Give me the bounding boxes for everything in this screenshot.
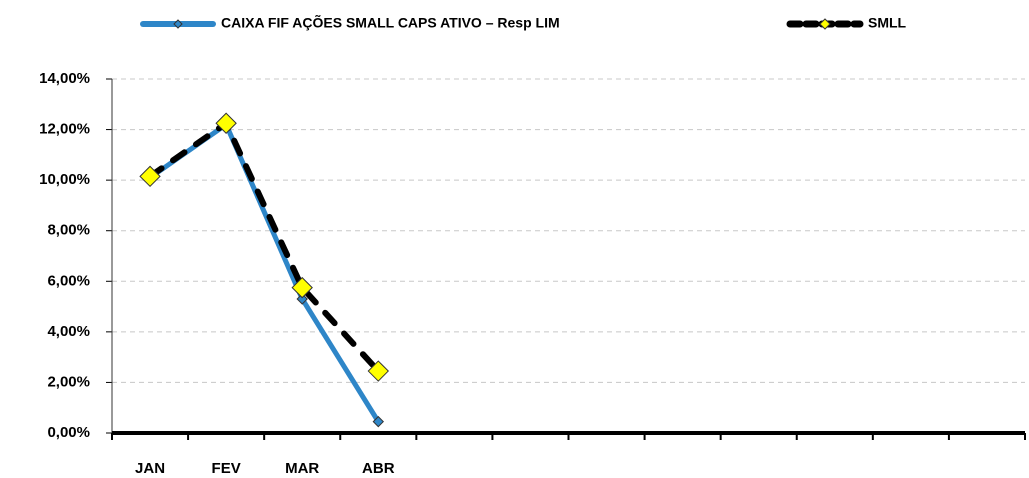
x-tick-label: MAR bbox=[285, 460, 319, 477]
x-tick-label: JAN bbox=[135, 460, 165, 477]
y-tick-label: 14,00% bbox=[39, 70, 90, 87]
legend-marker bbox=[173, 19, 183, 29]
legend-marker bbox=[819, 18, 831, 30]
legend-text: CAIXA FIF AÇÕES SMALL CAPS ATIVO – Resp … bbox=[221, 14, 560, 31]
point-marker bbox=[367, 360, 389, 382]
y-tick-label: 0,00% bbox=[47, 424, 90, 441]
series-line bbox=[147, 122, 381, 425]
point-marker bbox=[215, 112, 237, 134]
point-marker bbox=[372, 415, 384, 428]
point-marker bbox=[291, 276, 313, 299]
point-marker bbox=[139, 165, 161, 188]
point-marker bbox=[296, 293, 308, 305]
y-tick-label: 10,00% bbox=[39, 171, 90, 188]
y-tick-label: 2,00% bbox=[47, 373, 90, 390]
series-line bbox=[147, 120, 382, 375]
y-tick-label: 4,00% bbox=[47, 323, 90, 340]
x-tick-label: ABR bbox=[362, 460, 395, 477]
x-tick-label: FEV bbox=[212, 460, 241, 477]
legend-text: SMLL bbox=[868, 15, 907, 31]
y-tick-label: 6,00% bbox=[47, 272, 90, 289]
y-tick-label: 8,00% bbox=[47, 222, 90, 239]
y-tick-label: 12,00% bbox=[39, 121, 90, 138]
